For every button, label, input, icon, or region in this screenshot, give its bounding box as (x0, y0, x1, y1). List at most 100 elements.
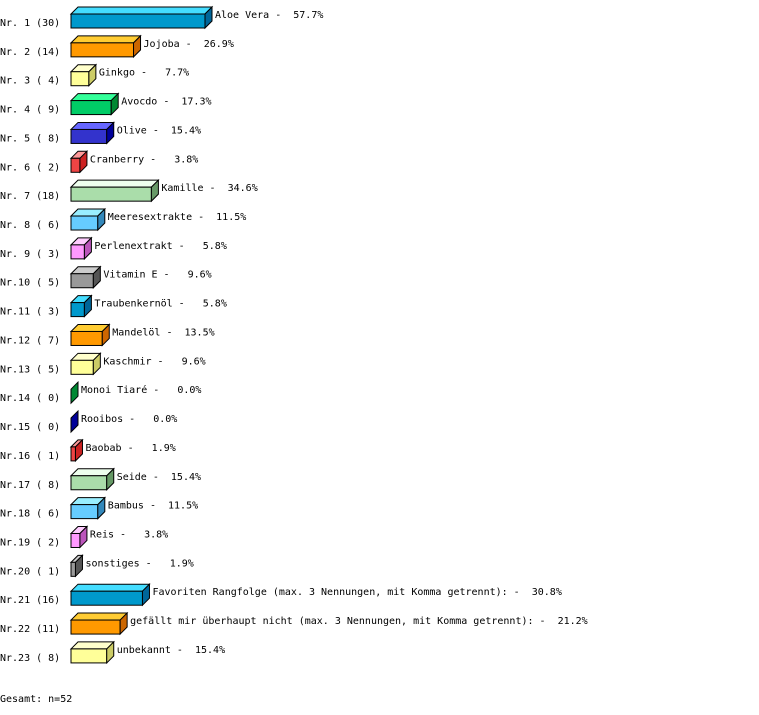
bar-row: Nr.14 ( 0) Monoi Tiaré - 0.0% (0, 380, 201, 405)
bar-value-label: Bambus - 11.5% (108, 501, 198, 512)
row-label: Nr.14 ( 0) (0, 393, 60, 404)
bar-row: Nr. 1 (30) Aloe Vera - 57.7% (0, 5, 323, 30)
bar-row: Nr.15 ( 0) Rooibos - 0.0% (0, 409, 177, 434)
bar-side (97, 207, 106, 232)
row-label: Nr.23 ( 8) (0, 653, 60, 664)
bar-side (150, 178, 159, 203)
bar-row: Nr.20 ( 1) sonstiges - 1.9% (0, 554, 194, 578)
bar-side (74, 554, 83, 578)
bar (70, 504, 99, 520)
bar (70, 446, 76, 462)
row-label: Nr.19 ( 2) (0, 537, 60, 548)
bar (70, 532, 81, 548)
bar-side (101, 323, 110, 347)
row-label: Nr.18 ( 6) (0, 509, 60, 520)
bar-row: Nr.21 (16) Favoriten Rangfolge (max. 3 Ne… (0, 582, 562, 607)
row-label: Nr. 4 ( 9) (0, 105, 60, 116)
bar (70, 71, 90, 87)
row-label: Nr. 2 (14) (0, 47, 60, 58)
bar-row: Nr.12 ( 7) Mandelöl - 13.5% (0, 323, 215, 347)
bar-value-label: Favoriten Rangfolge (max. 3 Nennungen, m… (152, 587, 561, 598)
row-label: Nr.16 ( 1) (0, 451, 60, 462)
row-label: Nr. 1 (30) (0, 18, 60, 29)
bar-value-label: Aloe Vera - 57.7% (215, 10, 323, 21)
bar-value-label: Kaschmir - 9.6% (103, 356, 205, 367)
bar-row: Nr.18 ( 6) Bambus - 11.5% (0, 496, 198, 520)
bar-value-label: Avocdo - 17.3% (121, 97, 211, 108)
bar (70, 648, 108, 664)
bar-row: Nr.11 ( 3) Traubenkernöl - 5.8% (0, 294, 227, 318)
bar-side (204, 5, 213, 30)
bar-row: Nr. 7 (18) Kamille - 34.6% (0, 178, 258, 203)
bar-side (92, 265, 101, 289)
bar-value-label: Seide - 15.4% (117, 472, 201, 483)
bar (70, 302, 85, 318)
row-label: Nr.20 ( 1) (0, 566, 60, 577)
bar-side (79, 525, 88, 549)
bar (70, 475, 108, 491)
row-label: Nr.21 (16) (0, 595, 60, 606)
bar (70, 619, 121, 635)
bar (70, 273, 94, 289)
bar-side (70, 380, 79, 405)
bar-top (69, 6, 214, 15)
bar-value-label: Monoi Tiaré - 0.0% (81, 384, 201, 396)
row-label: Nr.15 ( 0) (0, 422, 60, 433)
bar-value-label: Baobab - 1.9% (85, 443, 175, 454)
bar-side (97, 496, 106, 520)
bar-value-label: Mandelöl - 13.5% (112, 327, 214, 338)
bar-row: Nr.23 ( 8) unbekannt - 15.4% (0, 640, 225, 665)
bar-value-label: Meeresextrakte - 11.5% (108, 212, 246, 223)
bar-side (133, 34, 142, 59)
bar-side (92, 352, 101, 376)
bar (70, 590, 143, 606)
bar-value-label: Perlenextrakt - 5.8% (94, 241, 226, 252)
row-label: Nr. 5 ( 8) (0, 133, 60, 144)
bar-side (88, 63, 97, 87)
bar-side (106, 640, 115, 665)
row-label: Nr.13 ( 5) (0, 364, 60, 375)
bar-value-label: Ginkgo - 7.7% (99, 68, 189, 79)
bar-value-label: Vitamin E - 9.6% (103, 270, 211, 281)
bar (70, 157, 81, 173)
bar-top (69, 583, 151, 592)
bar-row: Nr.19 ( 2) Reis - 3.8% (0, 525, 168, 549)
bar (70, 359, 94, 375)
bar-value-label: Jojoba - 26.9% (144, 39, 234, 50)
bar-row: Nr.17 ( 8) Seide - 15.4% (0, 467, 201, 491)
bar-top (69, 93, 120, 102)
bar-row: Nr. 2 (14) Jojoba - 26.9% (0, 34, 234, 59)
row-label: Nr. 7 (18) (0, 191, 60, 202)
bar (70, 128, 108, 144)
row-label: Nr.12 ( 7) (0, 335, 60, 346)
bar-side (110, 92, 119, 116)
bar-top (69, 179, 160, 188)
bar-side (106, 467, 115, 491)
bar-row: Nr. 6 ( 2) Cranberry - 3.8% (0, 150, 198, 174)
bar-value-label: sonstiges - 1.9% (85, 558, 193, 569)
bar-value-label: Olive - 15.4% (117, 125, 201, 136)
bar-row: Nr. 9 ( 3) Perlenextrakt - 5.8% (0, 236, 227, 261)
row-label: Nr.10 ( 5) (0, 278, 60, 289)
bar-row: Nr. 8 ( 6) Meeresextrakte - 11.5% (0, 207, 246, 232)
bar-side (79, 150, 88, 174)
bar-row: Nr.13 ( 5) Kaschmir - 9.6% (0, 352, 206, 376)
bar (70, 13, 206, 29)
bar-row: Nr.22 (11) gefällt mir überhaupt nicht (m… (0, 611, 588, 636)
bar-value-label: unbekannt - 15.4% (117, 645, 225, 656)
row-label: Nr. 3 ( 4) (0, 76, 60, 87)
bar-row: Nr.16 ( 1) Baobab - 1.9% (0, 438, 176, 463)
bar-top (69, 35, 142, 44)
bar (70, 100, 112, 116)
bar-side (141, 582, 150, 607)
bar (70, 561, 76, 577)
row-label: Nr. 6 ( 2) (0, 162, 60, 173)
bar-row: Nr.10 ( 5) Vitamin E - 9.6% (0, 265, 212, 289)
bar (70, 186, 152, 202)
bar (70, 42, 135, 58)
bar-side (70, 409, 79, 434)
bar (70, 215, 99, 231)
bar-value-label: Cranberry - 3.8% (90, 154, 198, 165)
bar-value-label: Traubenkernöl - 5.8% (94, 299, 226, 310)
